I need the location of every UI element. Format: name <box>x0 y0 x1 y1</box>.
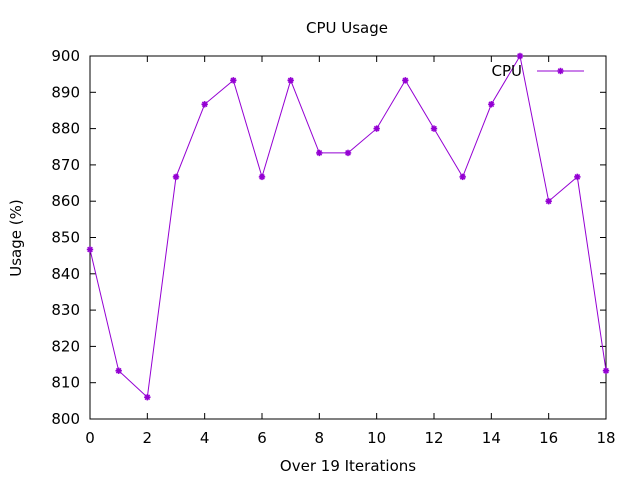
x-tick-label: 10 <box>367 429 386 447</box>
y-tick-label: 890 <box>51 83 80 101</box>
y-tick-label: 800 <box>51 410 80 428</box>
x-tick-label: 6 <box>257 429 267 447</box>
y-tick-label: 870 <box>51 156 80 174</box>
data-point <box>201 101 208 108</box>
y-tick-label: 820 <box>51 337 80 355</box>
series-layer <box>86 52 610 401</box>
y-tick-label: 830 <box>51 301 80 319</box>
data-point <box>115 367 122 374</box>
data-point <box>230 77 237 84</box>
x-tick-label: 18 <box>596 429 615 447</box>
x-tick-label: 12 <box>424 429 443 447</box>
data-point <box>488 101 495 108</box>
data-point <box>430 125 438 132</box>
data-point <box>373 125 380 132</box>
x-tick-label: 16 <box>539 429 558 447</box>
legend-marker-cpu <box>557 67 564 75</box>
data-point <box>516 52 524 60</box>
y-tick-label: 850 <box>51 229 80 247</box>
y-axis-label: Usage (%) <box>7 199 25 276</box>
data-point <box>172 173 180 181</box>
x-tick-label: 0 <box>85 429 95 447</box>
x-tick-label: 4 <box>200 429 210 447</box>
y-tick-label: 810 <box>51 374 80 392</box>
data-point <box>602 367 610 374</box>
data-point <box>574 173 581 181</box>
y-tick-label: 880 <box>51 120 80 138</box>
y-tick-label: 900 <box>51 47 80 65</box>
y-tick-label: 860 <box>51 192 80 210</box>
x-tick-label: 14 <box>482 429 501 447</box>
data-point <box>402 77 409 84</box>
legend: CPU <box>492 62 584 80</box>
data-point <box>258 173 266 181</box>
chart-title: CPU Usage <box>306 19 388 37</box>
data-point <box>287 77 294 84</box>
data-point <box>459 173 466 181</box>
x-axis-label: Over 19 Iterations <box>280 457 416 475</box>
legend-swatch-cpu <box>537 67 584 75</box>
y-tick-label: 840 <box>51 265 80 283</box>
y-axis-ticks: 800 810 820 830 840 850 860 870 880 890 900 <box>51 47 606 428</box>
data-point <box>144 394 151 401</box>
data-point <box>545 198 552 205</box>
legend-label-cpu: CPU <box>492 62 523 80</box>
data-point <box>86 246 94 253</box>
x-axis-ticks: 0 2 4 6 8 10 12 14 16 18 <box>85 56 616 447</box>
x-tick-label: 8 <box>315 429 325 447</box>
x-tick-label: 2 <box>143 429 153 447</box>
data-point <box>316 149 323 157</box>
data-point <box>344 149 352 157</box>
